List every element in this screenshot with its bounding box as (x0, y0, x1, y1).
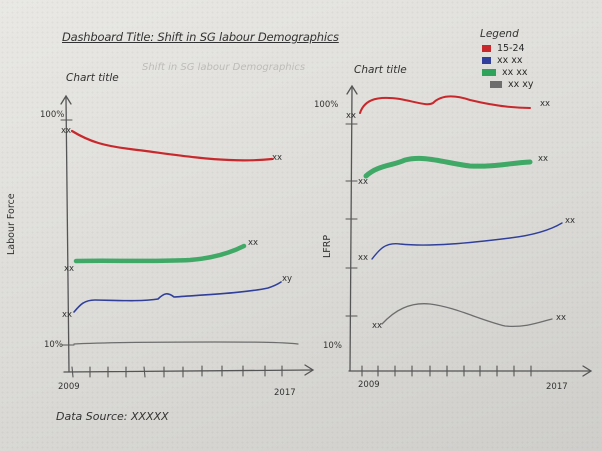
legend-item-1: 15-24 (482, 43, 525, 54)
left-y-axis (65, 97, 70, 373)
legend-item-4: xx xy (490, 79, 534, 90)
legend-swatch-gray (490, 81, 502, 88)
right-y-bottom-label: 10% (323, 341, 342, 351)
right-gray-end-label: xx (556, 313, 567, 323)
right-chart-title: Chart title (354, 64, 407, 76)
legend-swatch-green (482, 69, 496, 76)
left-red-line (70, 129, 274, 162)
right-red-start-label: xx (346, 111, 357, 121)
legend-label: 15-24 (497, 43, 525, 54)
left-blue-end-label: xy (282, 274, 293, 284)
left-y-ticks (60, 119, 75, 346)
left-chart-axes (60, 94, 315, 378)
right-gray-start-label: xx (372, 321, 383, 331)
right-green-line (363, 155, 533, 179)
left-chart-title: Chart title (66, 72, 119, 84)
right-x-ticks (361, 365, 532, 377)
left-x-arrow (304, 364, 315, 376)
left-x-axis (63, 369, 313, 373)
legend-item-2: xx xx (482, 55, 523, 66)
left-y-bottom-label: 10% (44, 340, 63, 350)
right-y-arrow (346, 84, 358, 95)
right-x-arrow (582, 365, 593, 377)
left-y-top-label: 100% (40, 110, 65, 120)
left-ghost-text: Shift in SG labour Demographics (142, 62, 306, 73)
legend-swatch-red (482, 45, 491, 52)
left-green-start-label: xx (64, 264, 75, 274)
right-red-line (359, 95, 531, 114)
data-source: Data Source: XXXXX (56, 410, 169, 423)
left-green-line (73, 243, 247, 264)
right-blue-line (371, 222, 563, 260)
right-x-start-label: 2009 (358, 380, 380, 390)
left-y-arrow (60, 94, 72, 105)
legend-title: Legend (480, 28, 519, 40)
right-green-start-label: xx (358, 177, 369, 187)
left-blue-line (73, 281, 282, 313)
legend-swatch-blue (482, 57, 491, 64)
right-blue-end-label: xx (565, 216, 576, 226)
left-x-ticks (71, 365, 283, 378)
left-x-end-label: 2017 (274, 388, 296, 398)
right-y-ticks (345, 123, 358, 317)
legend-item-3: xx xx (482, 67, 528, 78)
left-x-start-label: 2009 (58, 382, 80, 392)
right-y-top-label: 100% (314, 100, 339, 110)
right-chart-axes (345, 84, 593, 377)
left-y-axis-label: Labour Force (6, 193, 17, 255)
right-red-end-label: xx (540, 99, 551, 109)
left-gray-line (73, 341, 299, 345)
legend-label: xx xx (502, 67, 528, 78)
left-chart-lines (70, 129, 299, 345)
legend-label: xx xy (508, 79, 534, 90)
left-red-start-label: xx (61, 126, 72, 136)
right-green-end-label: xx (538, 154, 549, 164)
right-x-end-label: 2017 (546, 382, 568, 392)
left-green-end-label: xx (248, 238, 259, 248)
right-y-axis (349, 87, 353, 372)
dashboard-title: Dashboard Title: Shift in SG labour Demo… (62, 30, 339, 44)
legend-label: xx xx (497, 55, 523, 66)
right-gray-line (381, 303, 553, 328)
right-chart-lines (359, 95, 563, 328)
right-blue-start-label: xx (358, 253, 369, 263)
left-blue-start-label: xx (62, 310, 73, 320)
right-y-axis-label: LFRP (322, 234, 333, 258)
left-red-end-label: xx (272, 153, 283, 163)
